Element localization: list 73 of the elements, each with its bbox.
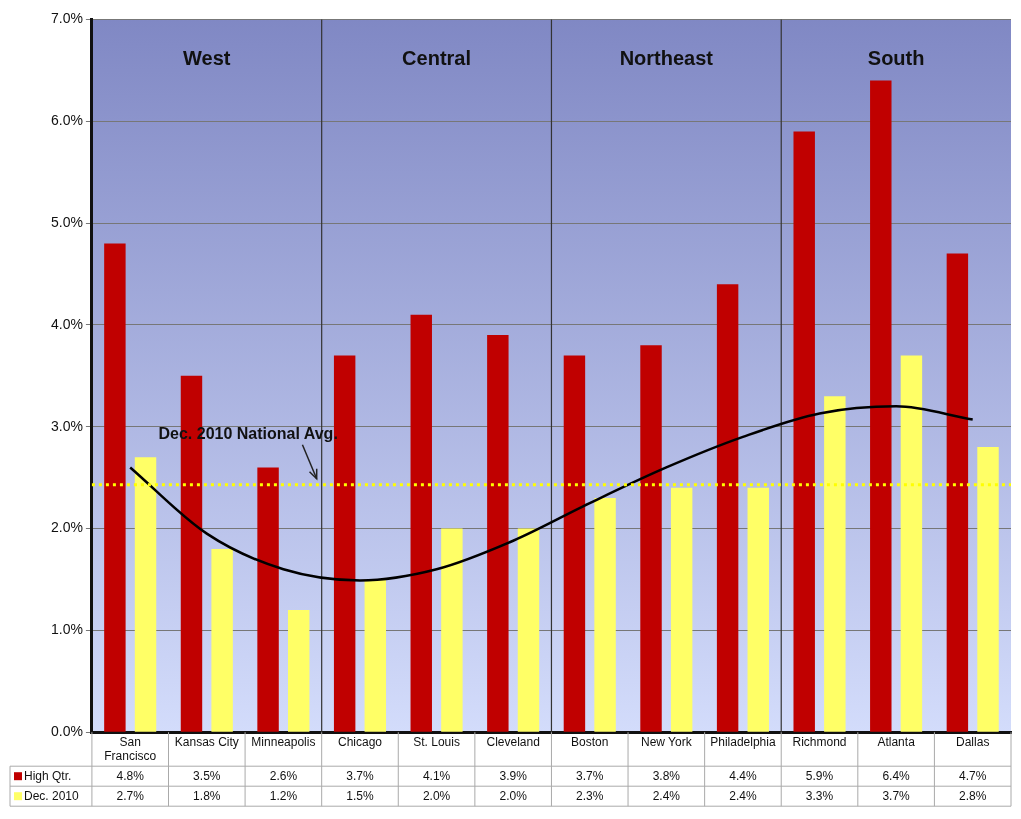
data-label: 1.2% <box>269 788 298 803</box>
data-label: 3.7% <box>882 788 911 803</box>
annotation: Northeast <box>619 46 714 69</box>
bar <box>793 131 815 732</box>
data-label: 3.7% <box>576 768 604 783</box>
bar <box>364 579 387 732</box>
data-label: 2.4% <box>652 788 681 803</box>
bar <box>716 284 739 732</box>
bar <box>640 345 662 732</box>
bar <box>257 467 279 732</box>
bar <box>747 487 769 732</box>
data-label: 1.5% <box>346 788 374 803</box>
data-label: 4.7% <box>959 768 987 783</box>
y-tick-label: 5.0% <box>50 213 83 230</box>
x-tick-label: New York <box>640 734 693 749</box>
x-tick-label: Philadelphia <box>710 734 776 749</box>
bar <box>211 548 233 732</box>
bar <box>977 447 999 732</box>
x-tick-label: Dallas <box>956 734 990 749</box>
y-tick-label: 2.0% <box>50 519 83 536</box>
annotation: West <box>183 46 231 69</box>
data-label: 3.9% <box>499 768 528 783</box>
data-label: 3.7% <box>346 768 374 783</box>
y-tick-label: 4.0% <box>50 315 83 332</box>
x-tick-label: Richmond <box>792 734 847 749</box>
x-tick-label: Cleveland <box>486 734 540 749</box>
data-label: 6.4% <box>882 768 911 783</box>
data-label: 5.9% <box>805 768 834 783</box>
data-label: 2.8% <box>959 788 987 803</box>
bar <box>670 487 693 732</box>
bar <box>487 335 509 732</box>
bar <box>594 497 616 732</box>
line-series <box>128 405 974 582</box>
data-label: 2.7% <box>116 788 145 803</box>
x-tick-label: Chicago <box>337 734 383 749</box>
data-label: 1.8% <box>193 788 221 803</box>
x-tick-label: Atlanta <box>877 734 916 749</box>
y-tick-label: 6.0% <box>50 112 83 129</box>
y-tick-label: 0.0% <box>50 723 83 740</box>
data-label: 3.5% <box>193 768 221 783</box>
legend-label: High Qtr. <box>24 768 72 783</box>
bar <box>517 528 540 732</box>
data-label: 3.3% <box>805 788 834 803</box>
bar <box>287 610 310 732</box>
data-label: 2.0% <box>499 788 528 803</box>
data-label: 2.4% <box>729 788 757 803</box>
bar <box>563 355 586 732</box>
bar <box>104 243 126 732</box>
bar <box>410 314 432 732</box>
data-label: 2.0% <box>422 788 451 803</box>
data-label: 4.1% <box>422 768 451 783</box>
x-tick-label: Kansas City <box>174 734 239 749</box>
bar <box>824 396 846 732</box>
data-label: 2.3% <box>576 788 604 803</box>
y-tick-label: 7.0% <box>50 10 83 27</box>
bar <box>946 253 969 732</box>
x-tick-label: St. Louis <box>413 734 460 749</box>
annotation: South <box>867 46 925 69</box>
x-tick-label: Boston <box>571 734 609 749</box>
y-tick-label: 1.0% <box>50 621 83 638</box>
bar <box>900 355 923 732</box>
data-label: 4.4% <box>729 768 757 783</box>
bar <box>441 528 463 732</box>
data-label: 2.6% <box>269 768 298 783</box>
annotation: Central <box>402 46 472 69</box>
bar <box>134 457 157 732</box>
data-label: 3.8% <box>652 768 681 783</box>
y-tick-label: 3.0% <box>50 417 83 434</box>
x-tick-label: San Francisco <box>104 734 157 764</box>
bar <box>870 80 892 732</box>
legend-label: Dec. 2010 <box>24 788 80 803</box>
data-label: 4.8% <box>116 768 145 783</box>
x-tick-label: Minneapolis <box>251 734 316 749</box>
